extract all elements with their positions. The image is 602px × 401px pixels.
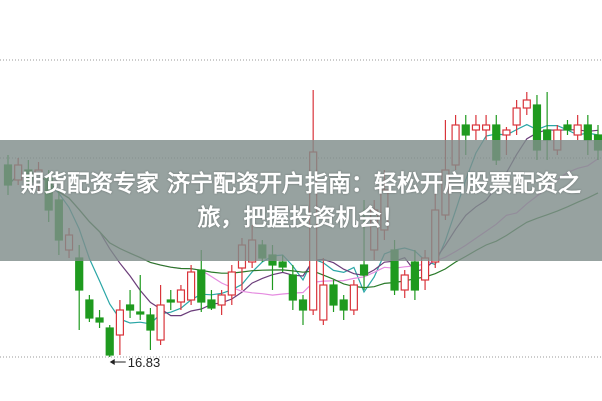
candle-body <box>339 299 348 311</box>
candle-body <box>471 124 481 131</box>
candle-body <box>420 257 430 281</box>
candle-body <box>207 299 216 309</box>
candle-body <box>583 124 592 141</box>
candle-body <box>187 271 196 301</box>
candle-body <box>410 261 419 291</box>
candle-body <box>298 299 308 311</box>
article-title: 期货配资专家 济宁配资开户指南：轻松开启股票配资之旅，把握投资机会！ <box>20 170 581 231</box>
candle-body <box>543 129 552 141</box>
candle-body <box>115 309 124 336</box>
candle-body <box>95 317 104 323</box>
candle-body <box>563 124 572 131</box>
candle-body <box>176 289 186 303</box>
candle-body <box>319 284 328 321</box>
candle-body <box>512 107 521 126</box>
candle-body <box>288 274 297 301</box>
candle-body <box>85 299 94 319</box>
candle-body <box>461 124 470 136</box>
candle-body <box>349 284 358 311</box>
candle-body <box>278 261 287 268</box>
candle-body <box>156 304 165 341</box>
candle-body <box>75 257 84 291</box>
candle-body <box>217 294 226 306</box>
candle-body <box>400 274 409 291</box>
candle-body <box>359 264 369 276</box>
min-price-label: 16.83 <box>128 355 161 370</box>
candle-body <box>573 124 582 136</box>
candle-body <box>166 299 175 303</box>
candle-body <box>502 129 511 136</box>
candle-body <box>329 284 338 306</box>
candle-body <box>522 99 531 109</box>
candle-body <box>125 304 135 311</box>
min-price-arrowhead <box>109 359 115 365</box>
candle-body <box>197 269 206 303</box>
candle-body <box>105 327 114 356</box>
candle-body <box>482 124 491 131</box>
candle-body <box>136 311 145 315</box>
candle-body <box>146 314 155 331</box>
title-banner: 期货配资专家 济宁配资开户指南：轻松开启股票配资之旅，把握投资机会！ <box>0 140 602 261</box>
candle-body <box>227 271 236 296</box>
